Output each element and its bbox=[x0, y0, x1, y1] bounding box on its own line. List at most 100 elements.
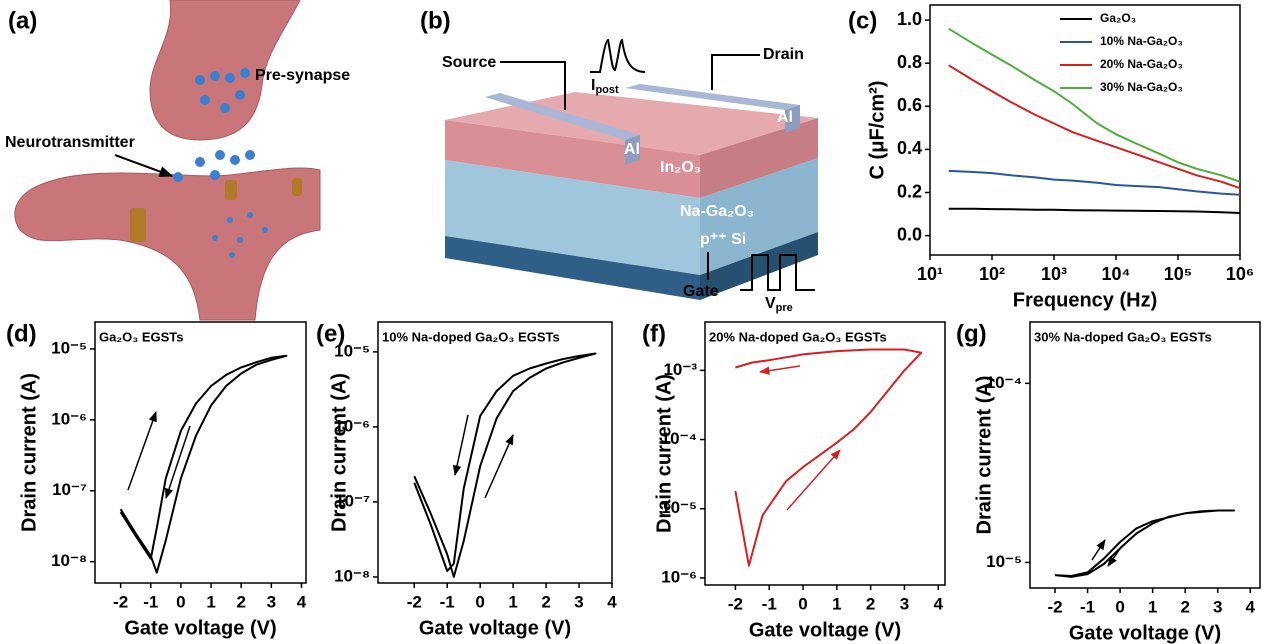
label: In₂O₃ bbox=[660, 159, 701, 176]
label: Source bbox=[442, 54, 496, 71]
data-line bbox=[948, 64, 1241, 190]
x-tick-label: 10⁴ bbox=[1102, 264, 1131, 284]
label: Vpre bbox=[765, 295, 793, 314]
panel-label: (d) bbox=[6, 320, 37, 347]
label-sub: post bbox=[595, 84, 619, 96]
x-tick-label: 4 bbox=[934, 594, 944, 613]
x-axis-title: Gate voltage (V) bbox=[749, 619, 901, 641]
x-tick-label: -1 bbox=[1080, 597, 1095, 616]
data-line bbox=[1054, 509, 1235, 578]
x-tick-label: 4 bbox=[297, 592, 307, 611]
plot-frame bbox=[704, 321, 946, 586]
data-line bbox=[948, 27, 1241, 183]
plot-frame bbox=[1029, 321, 1261, 589]
plot-frame bbox=[94, 321, 307, 584]
panel-label: (b) bbox=[420, 7, 451, 34]
x-tick-label: 2 bbox=[541, 592, 550, 611]
data-line bbox=[413, 352, 597, 578]
label-main: I bbox=[591, 77, 595, 94]
x-tick-label: 3 bbox=[267, 592, 276, 611]
data-line bbox=[119, 354, 288, 574]
x-tick-label: 2 bbox=[866, 594, 875, 613]
y-tick-label: 10⁻⁷ bbox=[52, 480, 87, 499]
x-axis-title: Gate voltage (V) bbox=[1069, 622, 1221, 644]
y-tick-label: 0.8 bbox=[897, 52, 922, 72]
label: p⁺⁺ Si bbox=[700, 231, 746, 248]
x-tick-label: 10⁵ bbox=[1164, 264, 1192, 284]
panel-title: 30% Na-doped Ga₂O₃ EGSTs bbox=[1034, 329, 1212, 344]
plot-frame bbox=[377, 321, 613, 584]
x-tick-label: 0 bbox=[1115, 597, 1124, 616]
y-axis-title: Drain current (A) bbox=[653, 374, 675, 533]
x-tick-label: -1 bbox=[440, 592, 455, 611]
x-tick-label: -2 bbox=[728, 594, 743, 613]
label: Gate bbox=[683, 283, 719, 300]
x-tick-label: 3 bbox=[1213, 597, 1222, 616]
legend-label: Ga₂O₃ bbox=[1100, 11, 1136, 25]
device-illustration: (b) Source Drain Ipost Al Al In₂O₃ Na-Ga… bbox=[420, 7, 818, 314]
y-tick-label: 10⁻⁷ bbox=[335, 491, 370, 510]
panel-title: Ga₂O₃ EGSTs bbox=[99, 329, 184, 344]
legend-label: 10% Na-Ga₂O₃ bbox=[1100, 34, 1183, 48]
x-tick-label: 10¹ bbox=[917, 264, 943, 284]
x-tick-label: 10² bbox=[979, 264, 1005, 284]
data-line bbox=[948, 207, 1241, 214]
x-tick-label: -2 bbox=[407, 592, 422, 611]
y-tick-label: 10⁻⁶ bbox=[334, 416, 370, 435]
y-axis-title: Drain current (A) bbox=[973, 376, 995, 535]
y-tick-label: 10⁻³ bbox=[663, 360, 697, 379]
label: Na-Ga₂O₃ bbox=[680, 203, 754, 220]
y-tick-label: 10⁻⁸ bbox=[51, 551, 87, 570]
label: Drain bbox=[763, 46, 804, 63]
plot-frame bbox=[929, 4, 1241, 256]
sweep-arrows bbox=[127, 365, 1123, 567]
y-tick-label: 0.6 bbox=[897, 95, 922, 115]
x-tick-label: 1 bbox=[508, 592, 517, 611]
x-tick-label: 10³ bbox=[1041, 264, 1067, 284]
y-tick-label: 10⁻⁴ bbox=[986, 373, 1022, 392]
label: Neurotransmitter bbox=[5, 134, 135, 151]
x-tick-label: 4 bbox=[607, 592, 617, 611]
y-tick-label: 10⁻⁶ bbox=[51, 409, 87, 428]
data-line bbox=[734, 348, 923, 567]
x-axis-title: Gate voltage (V) bbox=[419, 617, 571, 639]
label: Al bbox=[777, 109, 793, 126]
y-axis-title: Drain current (A) bbox=[328, 373, 350, 532]
data-line bbox=[948, 169, 1241, 196]
y-tick-label: 10⁻⁶ bbox=[661, 567, 697, 586]
label: Al bbox=[624, 141, 640, 158]
x-tick-label: 1 bbox=[1148, 597, 1157, 616]
x-tick-label: -1 bbox=[762, 594, 777, 613]
y-tick-label: 10⁻⁵ bbox=[986, 552, 1022, 571]
x-tick-label: 0 bbox=[176, 592, 185, 611]
y-tick-label: 1.0 bbox=[897, 9, 922, 29]
panel-title: 20% Na-doped Ga₂O₃ EGSTs bbox=[709, 329, 887, 344]
synapse-illustration: (a) Pre-synapse Neurotransmitter bbox=[5, 0, 350, 321]
x-tick-label: 1 bbox=[832, 594, 841, 613]
y-tick-label: 10⁻⁴ bbox=[661, 429, 697, 448]
legend-label: 20% Na-Ga₂O₃ bbox=[1100, 57, 1183, 71]
y-axis-title: C (μF/cm²) bbox=[866, 81, 888, 180]
y-tick-label: 10⁻⁵ bbox=[661, 498, 697, 517]
label: Pre-synapse bbox=[255, 67, 350, 84]
x-tick-label: 2 bbox=[1180, 597, 1189, 616]
panel-label: (a) bbox=[8, 7, 37, 34]
x-tick-label: 4 bbox=[1246, 597, 1256, 616]
label-main: V bbox=[765, 295, 776, 312]
label-sub: pre bbox=[776, 302, 793, 314]
x-tick-label: -2 bbox=[113, 592, 128, 611]
y-tick-label: 0.4 bbox=[897, 138, 922, 158]
y-tick-label: 10⁻⁵ bbox=[334, 341, 370, 360]
x-tick-label: 3 bbox=[574, 592, 583, 611]
x-tick-label: 3 bbox=[900, 594, 909, 613]
x-axis-title: Frequency (Hz) bbox=[1013, 289, 1157, 311]
x-tick-label: -2 bbox=[1047, 597, 1062, 616]
label: Ipost bbox=[591, 77, 619, 96]
panel-label: (c) bbox=[848, 7, 877, 34]
panel-label: (e) bbox=[316, 320, 345, 347]
x-tick-label: 2 bbox=[236, 592, 245, 611]
y-tick-label: 0.2 bbox=[897, 181, 922, 201]
panel-label: (g) bbox=[956, 320, 987, 347]
y-tick-label: 0.0 bbox=[897, 224, 922, 244]
